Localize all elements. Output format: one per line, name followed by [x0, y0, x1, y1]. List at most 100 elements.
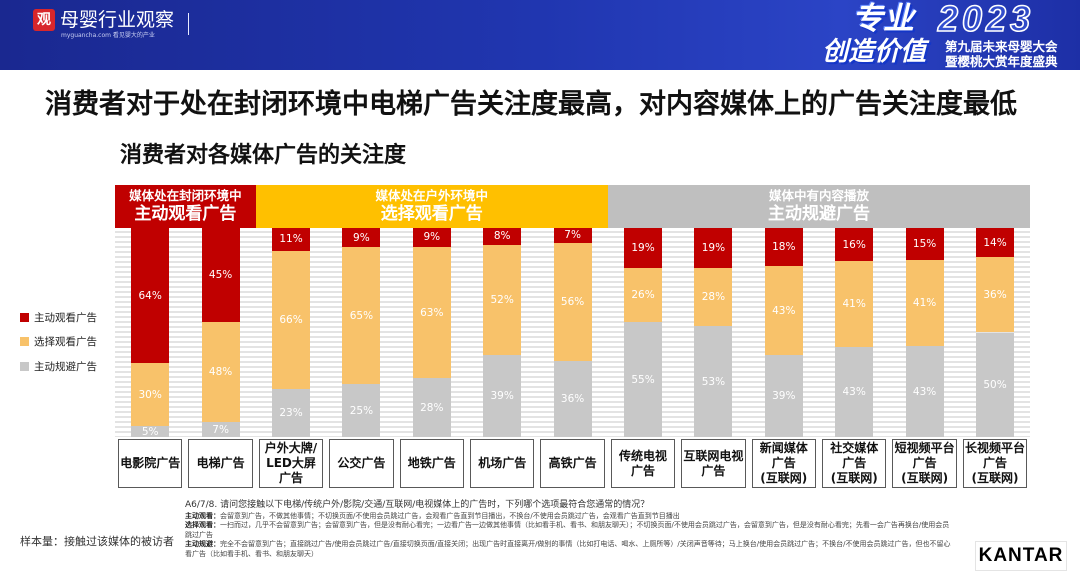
legend-label: 主动规避广告	[34, 360, 97, 373]
bar-segment-active-avoidance: 53	[694, 326, 733, 437]
legend-swatch	[20, 312, 29, 322]
bar-segment-active-avoidance: 25	[342, 384, 381, 437]
group-header-line-1: 媒体处在户外环境中	[375, 188, 489, 203]
definition-text: 一扫而过，几乎不会留意到广告；会留意到广告，但是没有耐心看完；一边看广告一边做其…	[185, 521, 950, 539]
value-label: 43	[772, 305, 795, 317]
definition-text: 完全不会留意到广告；直接跳过广告/使用会员跳过广告/直接切换页面/直接关闭；出现…	[185, 540, 951, 558]
value-label: 26	[631, 289, 654, 301]
definition-text: 会留意到广告，不做其他事情；不切换页面/不使用会员跳过广告，会观看广告直到节目播…	[220, 512, 680, 520]
group-header: 媒体处在户外环境中 选择观看广告	[255, 185, 608, 228]
bar-segment-selective-viewing: 48	[201, 322, 240, 423]
bar-segment-active-avoidance: 36	[553, 361, 592, 437]
bar-segment-active-viewing: 18	[764, 228, 803, 266]
value-label: 9	[353, 232, 370, 244]
chart-title: 消费者对各媒体广告的关注度	[120, 143, 407, 168]
bar-segment-active-avoidance: 23	[272, 388, 310, 437]
value-label: 63	[420, 307, 443, 319]
value-label: 19	[631, 242, 654, 254]
logo-divider	[188, 13, 189, 35]
value-label: 30	[139, 389, 162, 401]
value-label: 18	[772, 241, 795, 253]
category-label: 机场广告	[470, 439, 535, 488]
event-slogan-word-1: 专业	[852, 1, 914, 37]
value-label: 8	[494, 230, 511, 242]
group-header-line-2: 主动规避广告	[767, 204, 870, 224]
bar-segment-active-viewing: 19	[694, 228, 733, 268]
category-label: 新闻媒体 广告 (互联网)	[751, 439, 816, 488]
category-label: 地铁广告	[399, 439, 464, 488]
group-header-line-1: 媒体中有内容播放	[768, 188, 869, 203]
definition-term: 主动规避：	[185, 540, 220, 549]
bar-segment-active-viewing: 11	[272, 228, 310, 251]
bar-segment-active-viewing: 7	[553, 228, 592, 243]
group-header: 媒体处在封闭环境中 主动观看广告	[115, 185, 256, 228]
value-label: 16	[843, 239, 866, 251]
legend-swatch	[20, 361, 29, 371]
site-logo-icon: 观	[33, 9, 55, 31]
bar-segment-active-avoidance: 28	[412, 378, 451, 437]
category-label: 传统电视 广告	[610, 439, 676, 488]
value-label: 39	[491, 390, 514, 402]
category-label: 互联网电视 广告	[681, 439, 746, 488]
bar-segment-selective-viewing: 52	[483, 244, 522, 355]
chart-legend: 主动观看广告 选择观看广告 主动规避广告	[20, 305, 112, 379]
category-label: 户外大牌/ LED大屏 广告	[258, 439, 324, 488]
definition-term: 选择观看：	[185, 521, 220, 530]
value-label: 41	[843, 298, 866, 310]
survey-question: A6/7/8. 请问您接触以下电梯/传统户外/影院/交通/互联网/电视媒体上的广…	[185, 500, 650, 510]
bar-segment-active-viewing: 9	[412, 228, 451, 247]
group-header: 媒体中有内容播放 主动规避广告	[607, 185, 1031, 228]
bar-segment-active-avoidance: 5	[131, 426, 170, 438]
top-banner: 观 母婴行业观察 myguancha.com 看见婴大的产业 专业 2023 创…	[0, 0, 1080, 70]
site-tagline: myguancha.com 看见婴大的产业	[61, 32, 155, 39]
bar-segment-selective-viewing: 41	[905, 259, 944, 347]
group-header-line-2: 选择观看广告	[380, 204, 483, 224]
bar-segment-active-viewing: 15	[905, 228, 944, 260]
value-label: 14	[983, 237, 1006, 249]
legend-item: 主动规避广告	[20, 354, 112, 379]
definition-item: 选择观看：一扫而过，几乎不会留意到广告；会留意到广告，但是没有耐心看完；一边看广…	[185, 521, 955, 540]
value-label: 52	[491, 294, 514, 306]
group-header-line-2: 主动观看广告	[134, 204, 237, 224]
category-label: 公交广告	[329, 439, 394, 488]
bar-segment-active-avoidance: 50	[976, 332, 1014, 437]
bar-segment-selective-viewing: 65	[342, 247, 381, 385]
bar-segment-active-viewing: 64	[131, 228, 170, 364]
bar-segment-active-avoidance: 55	[624, 322, 662, 437]
value-label: 66	[279, 314, 302, 326]
value-label: 11	[279, 233, 302, 245]
value-label: 36	[561, 393, 584, 405]
category-label: 电影院广告	[118, 439, 183, 488]
bar-segment-selective-viewing: 56	[553, 242, 592, 361]
value-label: 28	[702, 291, 725, 303]
bar-segment-active-viewing: 8	[483, 228, 522, 245]
bar-segment-selective-viewing: 30	[131, 363, 170, 427]
bar-segment-active-viewing: 14	[976, 228, 1014, 258]
definition-list: 主动观看：会留意到广告，不做其他事情；不切换页面/不使用会员跳过广告，会观看广告…	[185, 512, 955, 559]
value-label: 43	[913, 386, 936, 398]
bar-segment-active-viewing: 19	[624, 228, 662, 268]
value-label: 25	[350, 405, 373, 417]
definition-term: 主动观看：	[185, 512, 220, 520]
bar-segment-active-viewing: 16	[835, 228, 874, 262]
category-label: 短视频平台 广告 (互联网)	[892, 439, 957, 488]
event-title: 第九届未来母婴大会	[945, 39, 1058, 54]
bar-segment-selective-viewing: 41	[835, 261, 874, 348]
bar-segment-active-avoidance: 43	[835, 347, 874, 437]
value-label: 43	[843, 386, 866, 398]
value-label: 39	[772, 390, 795, 402]
value-label: 15	[913, 238, 936, 250]
bar-segment-active-viewing: 9	[342, 228, 381, 247]
value-label: 19	[702, 242, 725, 254]
value-label: 45	[209, 269, 232, 281]
bar-segment-selective-viewing: 28	[694, 267, 733, 327]
value-label: 56	[561, 296, 584, 308]
bar-segment-selective-viewing: 63	[412, 246, 451, 379]
site-name: 母婴行业观察	[60, 9, 175, 31]
sample-note: 样本量：接触过该媒体的被访者	[20, 535, 174, 548]
event-slogan-word-2: 创造价值	[822, 37, 927, 67]
event-subtitle: 暨樱桃大赏年度盛典	[945, 54, 1058, 69]
bar-segment-active-avoidance: 39	[483, 354, 522, 437]
value-label: 28	[420, 402, 443, 414]
